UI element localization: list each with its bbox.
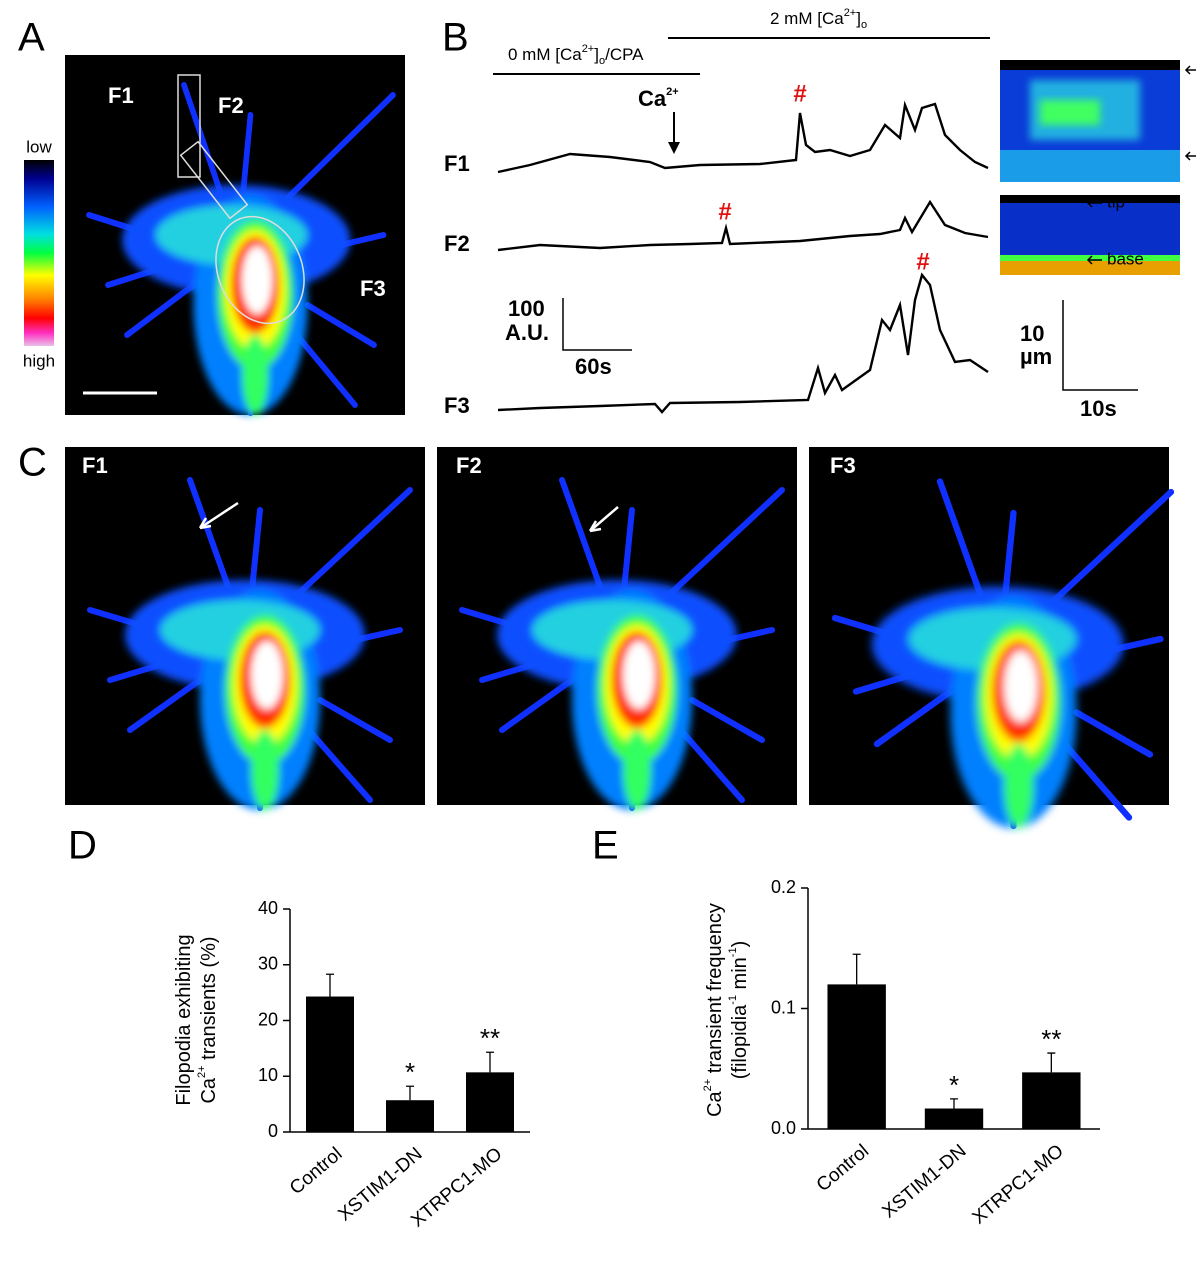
trace-label: F1 <box>444 151 470 176</box>
x-tick-label: XSTIM1-DN <box>878 1141 970 1223</box>
y-tick-label: 0 <box>268 1121 278 1141</box>
trace <box>497 100 989 174</box>
kymo-label: tip <box>1107 192 1125 211</box>
y-tick-label: 30 <box>258 954 278 974</box>
region-label: F2 <box>218 93 244 118</box>
bar <box>827 984 886 1129</box>
roi-ellipse <box>215 215 305 325</box>
y-tick-label: 0.1 <box>771 997 796 1017</box>
scale-bar <box>562 298 632 351</box>
kymo-label: base <box>1107 249 1144 268</box>
bar <box>306 996 354 1132</box>
significance: ** <box>480 1023 500 1053</box>
scale-bar <box>1062 300 1138 391</box>
arrow-label: Ca2+ <box>638 86 679 111</box>
y-tick-label: 0.0 <box>771 1118 796 1138</box>
panel-letter: D <box>68 824 97 868</box>
condition-label: 0 mM [Ca2+]o/CPA <box>508 43 644 67</box>
significance: * <box>949 1070 959 1100</box>
trace-label: F2 <box>444 231 470 256</box>
panel-letter: B <box>442 16 469 60</box>
scale-label: 10 <box>1020 321 1044 346</box>
bar <box>466 1072 514 1132</box>
y-axis-label: (filopidia-1 min-1) <box>727 941 751 1080</box>
arrow-head <box>668 142 680 154</box>
kymograph-band <box>1000 60 1180 70</box>
y-axis-label: Ca2+ transient frequency <box>702 903 726 1117</box>
roi-box <box>177 74 201 178</box>
kymograph-band <box>1000 258 1180 275</box>
trace <box>497 272 989 414</box>
arrow <box>588 506 619 533</box>
colorbar-label: high <box>23 351 55 370</box>
trace-label: F3 <box>444 393 470 418</box>
region-label: F1 <box>108 83 134 108</box>
bar <box>924 1108 984 1129</box>
image-label: F3 <box>830 453 856 478</box>
roi-box <box>179 140 249 220</box>
colorbar <box>24 160 54 346</box>
error-bar <box>852 953 861 985</box>
significance: * <box>405 1057 415 1087</box>
error-bar <box>406 1085 414 1101</box>
arrow <box>198 501 239 530</box>
y-tick-label: 40 <box>258 898 278 918</box>
kymograph-band <box>1000 150 1180 182</box>
bar <box>1022 1072 1081 1129</box>
x-tick-label: Control <box>813 1141 873 1196</box>
y-tick-label: 20 <box>258 1009 278 1029</box>
significance: ** <box>1041 1024 1061 1054</box>
transient-mark: # <box>718 198 731 225</box>
condition-label: 2 mM [Ca2+]o <box>770 7 867 31</box>
kymograph-band <box>1040 100 1100 125</box>
scale-label: 100 <box>508 296 545 321</box>
y-tick-label: 10 <box>258 1065 278 1085</box>
panel-letter: A <box>18 16 45 60</box>
kymo-arrow <box>1086 65 1196 265</box>
error-bar <box>486 1051 494 1073</box>
scale-label: 10s <box>1080 396 1117 421</box>
kymograph-band <box>1000 195 1180 203</box>
y-tick-label: 0.2 <box>771 877 796 897</box>
y-axis-label: Ca2+ transients (%) <box>196 936 220 1103</box>
scale-label: µm <box>1020 344 1052 369</box>
transient-mark: # <box>793 80 806 107</box>
transient-mark: # <box>916 248 929 275</box>
scale-label: 60s <box>575 354 612 379</box>
trace <box>497 199 989 252</box>
region-label: F3 <box>360 276 386 301</box>
x-tick-label: Control <box>286 1144 346 1199</box>
error-bar <box>326 973 334 997</box>
scale-label: A.U. <box>505 320 549 345</box>
x-tick-label: XTRPC1-MO <box>969 1141 1068 1229</box>
y-axis-label: Filopodia exhibiting <box>173 934 195 1105</box>
image-label: F2 <box>456 453 482 478</box>
panel-letter: E <box>592 824 619 868</box>
colorbar-label: low <box>26 137 52 156</box>
panel-letter: C <box>18 441 47 485</box>
error-bar <box>950 1098 958 1109</box>
image-label: F1 <box>82 453 108 478</box>
error-bar <box>1047 1052 1056 1073</box>
bar <box>386 1100 434 1132</box>
